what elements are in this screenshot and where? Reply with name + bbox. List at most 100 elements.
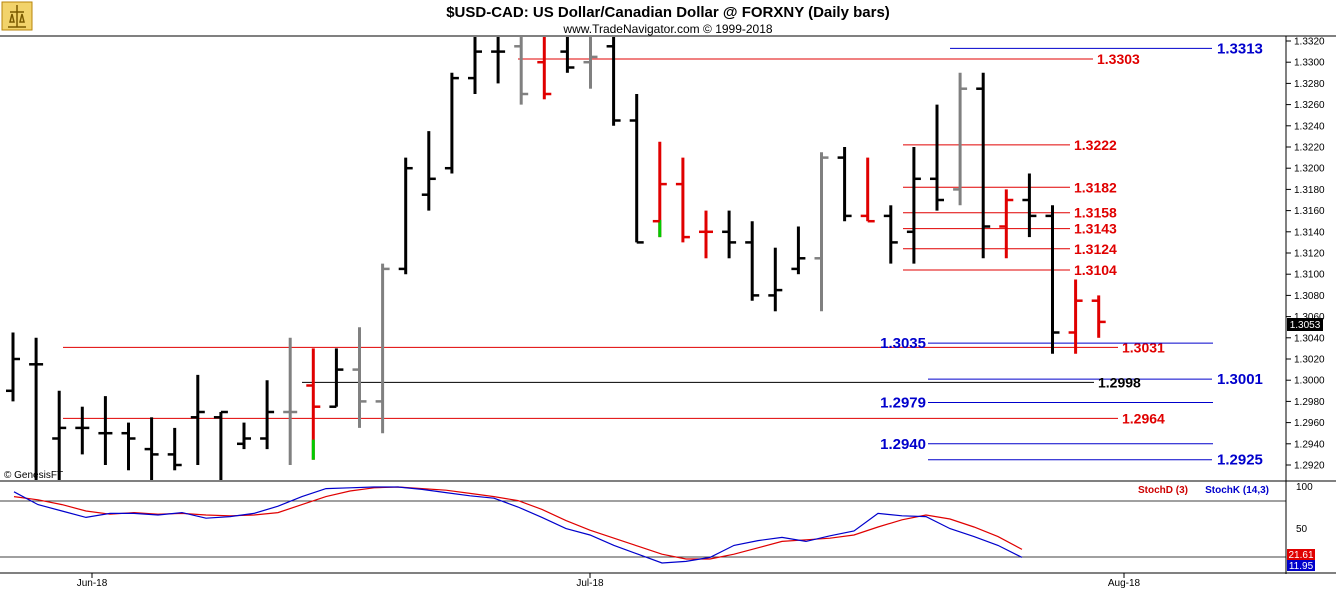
price-bar [837, 147, 852, 222]
price-bar [121, 422, 136, 471]
stoch-d-last: 21.61 [1288, 550, 1313, 561]
price-bar [167, 427, 182, 471]
red-level-label: 1.2964 [1122, 410, 1165, 426]
price-tick-label: 1.3080 [1294, 291, 1325, 302]
price-bar [491, 37, 506, 84]
stoch-tick-50: 50 [1296, 524, 1308, 535]
chart-subtitle: www.TradeNavigator.com © 1999-2018 [562, 22, 772, 36]
price-bar [675, 157, 690, 243]
price-bar [1068, 279, 1083, 354]
price-bar [421, 131, 436, 211]
blue-level-label: 1.2925 [1217, 452, 1263, 469]
price-bar [953, 72, 968, 206]
price-tick-label: 1.2940 [1294, 439, 1325, 450]
price-bar [1091, 295, 1106, 338]
stoch-d-line [13, 486, 1023, 560]
blue-level-label: 1.3313 [1217, 40, 1263, 57]
price-bar [930, 104, 944, 211]
price-bar [398, 157, 413, 275]
price-bar [260, 380, 275, 450]
price-tick-label: 1.2960 [1294, 418, 1325, 429]
price-axis: 1.3320 1.3300 1.3280 1.3260 1.3240 1.3220 1.32… [1286, 37, 1325, 472]
red-level-label: 1.3124 [1074, 241, 1117, 257]
price-tick-label: 1.3040 [1294, 333, 1325, 344]
price-tick-label: 1.3220 [1294, 143, 1325, 154]
price-bar [52, 390, 67, 480]
price-bar [29, 337, 44, 480]
blue-level-label: 1.3001 [1217, 371, 1263, 388]
price-bar [560, 37, 575, 73]
price-tick-label: 1.3000 [1294, 376, 1325, 387]
chart-title: $USD-CAD: US Dollar/Canadian Dollar @ FO… [446, 4, 890, 21]
red-level-label: 1.3222 [1074, 137, 1117, 153]
xtick-jul: Jul-18 [576, 578, 604, 589]
price-bar [629, 94, 644, 244]
trade-navigator-logo-icon [1, 1, 33, 31]
stoch-k-legend: StochK (14,3) [1205, 485, 1269, 496]
price-bar [722, 210, 737, 259]
price-tick-label: 1.3140 [1294, 227, 1325, 238]
watermark: © GenesisFT [4, 470, 63, 481]
price-bar [144, 417, 159, 480]
red-level-label: 1.3158 [1074, 205, 1117, 221]
blue-level-label: 1.2940 [880, 436, 926, 453]
price-bar [1045, 205, 1060, 354]
red-level-label: 1.3031 [1122, 339, 1165, 355]
price-tick-label: 1.3300 [1294, 58, 1325, 69]
red-level-label: 1.3303 [1097, 51, 1140, 67]
price-tick-label: 1.3020 [1294, 355, 1325, 366]
price-bar [329, 348, 344, 408]
price-bar [791, 226, 806, 275]
price-bar [213, 410, 228, 480]
price-tick-label: 1.2920 [1294, 461, 1325, 472]
price-tick-label: 1.3060 [1294, 312, 1325, 323]
price-bar [352, 327, 367, 428]
stoch-d-badge [1287, 549, 1315, 560]
stoch-d-legend: StochD (3) [1138, 485, 1188, 496]
price-bar [606, 37, 621, 126]
price-bar [1022, 173, 1037, 238]
xtick-jun: Jun-18 [77, 578, 108, 589]
price-bar [768, 247, 783, 312]
price-tick-label: 1.3160 [1294, 206, 1325, 217]
price-bar [190, 374, 205, 465]
price-bar [6, 332, 20, 402]
last-price-label: 1.3053 [1290, 320, 1321, 331]
price-bar [745, 221, 760, 301]
price-tick-label: 1.3180 [1294, 185, 1325, 196]
price-tick-label: 1.3280 [1294, 79, 1325, 90]
price-bar [814, 152, 829, 312]
price-tick-label: 1.3200 [1294, 164, 1325, 175]
last-price-badge: 1.3053 [1287, 318, 1323, 331]
price-bar [583, 37, 598, 89]
price-bar [375, 263, 390, 434]
blue-level-label: 1.3035 [880, 335, 926, 352]
price-tick-label: 1.2980 [1294, 397, 1325, 408]
price-bar [976, 72, 991, 259]
red-level-label: 1.3182 [1074, 179, 1117, 195]
price-bar [75, 406, 90, 455]
time-axis: Jun-18 Jul-18 Aug-18 [77, 573, 1141, 589]
price-bar [514, 37, 529, 105]
price-bar [906, 147, 921, 264]
stoch-k-last: 11.95 [1289, 561, 1314, 572]
price-bar [860, 157, 875, 223]
stochastic-panel: StochD (3) StochK (14,3) 100 50 21.61 11… [0, 482, 1315, 572]
price-bar [537, 37, 552, 100]
xtick-aug: Aug-18 [1108, 578, 1141, 589]
stoch-k-line [13, 486, 1023, 564]
price-bars [6, 37, 1106, 480]
price-tick-label: 1.3120 [1294, 249, 1325, 260]
blue-level-label: 1.2979 [880, 394, 926, 411]
price-bar [999, 189, 1014, 259]
price-tick-label: 1.3100 [1294, 270, 1325, 281]
red-level-label: 1.3104 [1074, 262, 1117, 278]
price-bar [444, 72, 459, 174]
price-bar [283, 337, 298, 465]
price-bar [237, 422, 251, 450]
red-level-label: 1.3143 [1074, 221, 1117, 237]
price-bar [98, 396, 113, 465]
price-tick-label: 1.3320 [1294, 37, 1325, 48]
price-bar [652, 141, 667, 238]
